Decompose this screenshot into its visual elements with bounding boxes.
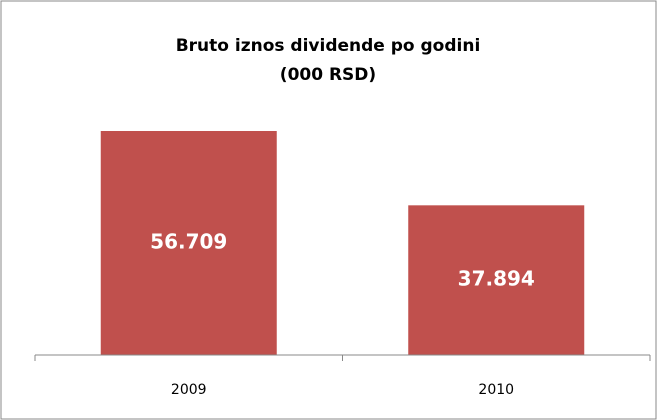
bar [408,205,585,355]
bar [100,131,277,355]
chart-subtitle: (000 RSD) [280,65,376,85]
data-label: 56.709 [150,230,227,254]
x-tick-label: 2009 [171,382,207,398]
x-tick-label: 2010 [478,382,514,398]
data-label: 37.894 [458,267,535,291]
chart-title: Bruto iznos dividende po godini [176,36,481,56]
